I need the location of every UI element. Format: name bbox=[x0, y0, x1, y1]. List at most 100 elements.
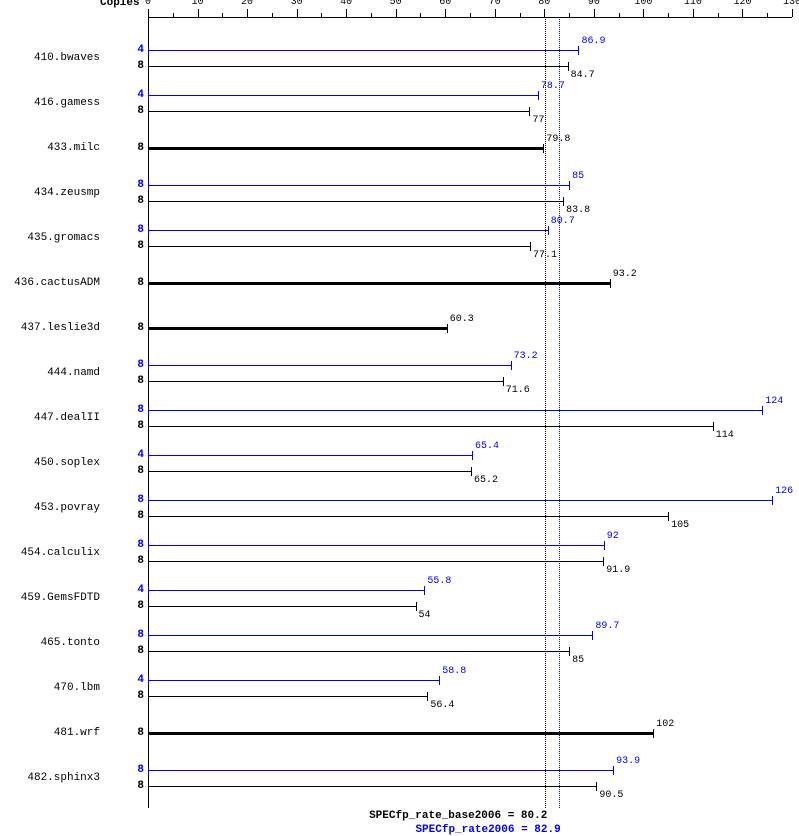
benchmark-label: 454.calculix bbox=[5, 547, 100, 559]
copies-value: 8 bbox=[132, 240, 144, 252]
benchmark-label: 482.sphinx3 bbox=[5, 772, 100, 784]
result-bar bbox=[148, 590, 424, 591]
result-bar-cap bbox=[713, 422, 714, 431]
result-bar bbox=[148, 561, 603, 562]
copies-value: 8 bbox=[132, 277, 144, 289]
tick-minor bbox=[272, 13, 273, 17]
result-bar-start-cap bbox=[148, 242, 149, 251]
result-bar-start-cap bbox=[148, 586, 149, 595]
tick-major bbox=[594, 9, 595, 17]
copies-value: 4 bbox=[132, 44, 144, 56]
result-bar-start-cap bbox=[148, 46, 149, 55]
tick-major bbox=[198, 9, 199, 17]
copies-value: 8 bbox=[132, 359, 144, 371]
result-bar bbox=[148, 426, 713, 427]
result-bar bbox=[148, 786, 596, 787]
copies-value: 8 bbox=[132, 465, 144, 477]
tick-major bbox=[297, 9, 298, 17]
tick-major bbox=[693, 9, 694, 17]
result-bar bbox=[148, 95, 538, 96]
tick-label: 110 bbox=[684, 0, 702, 8]
benchmark-label: 434.zeusmp bbox=[5, 187, 100, 199]
result-bar-start-cap bbox=[148, 197, 149, 206]
result-bar bbox=[148, 365, 511, 366]
result-bar-start-cap bbox=[148, 107, 149, 116]
result-bar-cap bbox=[416, 602, 417, 611]
result-bar-cap bbox=[427, 692, 428, 701]
benchmark-label: 444.namd bbox=[5, 367, 100, 379]
result-bar bbox=[148, 606, 416, 607]
copies-value: 8 bbox=[132, 142, 144, 154]
result-bar bbox=[148, 381, 503, 382]
tick-major bbox=[742, 9, 743, 17]
result-bar-start-cap bbox=[148, 451, 149, 460]
result-value: 71.6 bbox=[506, 385, 530, 396]
tick-minor bbox=[569, 13, 570, 17]
tick-label: 40 bbox=[340, 0, 352, 8]
result-value: 93.9 bbox=[616, 756, 640, 767]
result-bar-cap bbox=[447, 324, 448, 333]
tick-minor bbox=[420, 13, 421, 17]
result-bar-cap bbox=[471, 467, 472, 476]
result-bar-start-cap bbox=[148, 91, 149, 100]
result-bar-cap bbox=[592, 631, 593, 640]
copies-value: 8 bbox=[132, 600, 144, 612]
result-bar-cap bbox=[548, 226, 549, 235]
result-bar-start-cap bbox=[148, 676, 149, 685]
result-bar-cap bbox=[603, 557, 604, 566]
tick-major bbox=[643, 9, 644, 17]
result-bar-start-cap bbox=[148, 144, 149, 153]
copies-value: 8 bbox=[132, 727, 144, 739]
copies-value: 8 bbox=[132, 195, 144, 207]
benchmark-label: 459.GemsFDTD bbox=[5, 592, 100, 604]
result-value: 54 bbox=[419, 610, 431, 621]
result-bar-cap bbox=[538, 91, 539, 100]
result-bar-start-cap bbox=[148, 729, 149, 738]
tick-label: 80 bbox=[538, 0, 550, 8]
score-label: SPECfp_rate2006 = 82.9 bbox=[415, 824, 560, 836]
result-bar bbox=[148, 770, 613, 771]
result-value: 86.9 bbox=[581, 36, 605, 47]
result-bar-start-cap bbox=[148, 766, 149, 775]
result-bar bbox=[148, 66, 568, 67]
copies-value: 8 bbox=[132, 764, 144, 776]
result-bar-start-cap bbox=[148, 647, 149, 656]
tick-label: 30 bbox=[291, 0, 303, 8]
result-bar-cap bbox=[668, 512, 669, 521]
benchmark-label: 450.soplex bbox=[5, 457, 100, 469]
tick-major bbox=[396, 9, 397, 17]
copies-value: 8 bbox=[132, 539, 144, 551]
result-value: 80.7 bbox=[551, 216, 575, 227]
result-value: 56.4 bbox=[430, 700, 454, 711]
benchmark-label: 410.bwaves bbox=[5, 52, 100, 64]
copies-value: 8 bbox=[132, 322, 144, 334]
tick-major bbox=[495, 9, 496, 17]
benchmark-label: 437.leslie3d bbox=[5, 322, 100, 334]
result-bar-start-cap bbox=[148, 361, 149, 370]
tick-minor bbox=[619, 13, 620, 17]
result-value: 89.7 bbox=[595, 621, 619, 632]
tick-label: 130 bbox=[783, 0, 799, 8]
result-bar bbox=[148, 111, 529, 112]
result-value: 77.1 bbox=[533, 250, 557, 261]
tick-major bbox=[247, 9, 248, 17]
copies-value: 4 bbox=[132, 449, 144, 461]
result-bar-cap bbox=[530, 242, 531, 251]
result-value: 84.7 bbox=[571, 70, 595, 81]
result-bar-start-cap bbox=[148, 406, 149, 415]
tick-label: 50 bbox=[390, 0, 402, 8]
result-value: 65.4 bbox=[475, 441, 499, 452]
result-bar-start-cap bbox=[148, 782, 149, 791]
tick-label: 10 bbox=[192, 0, 204, 8]
result-bar-start-cap bbox=[148, 181, 149, 190]
copies-value: 8 bbox=[132, 555, 144, 567]
result-bar bbox=[148, 635, 592, 636]
benchmark-label: 416.gamess bbox=[5, 97, 100, 109]
result-bar-cap bbox=[529, 107, 530, 116]
tick-major bbox=[544, 9, 545, 17]
benchmark-label: 435.gromacs bbox=[5, 232, 100, 244]
result-bar-start-cap bbox=[148, 377, 149, 386]
result-bar-cap bbox=[610, 279, 611, 288]
benchmark-label: 481.wrf bbox=[5, 727, 100, 739]
benchmark-label: 465.tonto bbox=[5, 637, 100, 649]
